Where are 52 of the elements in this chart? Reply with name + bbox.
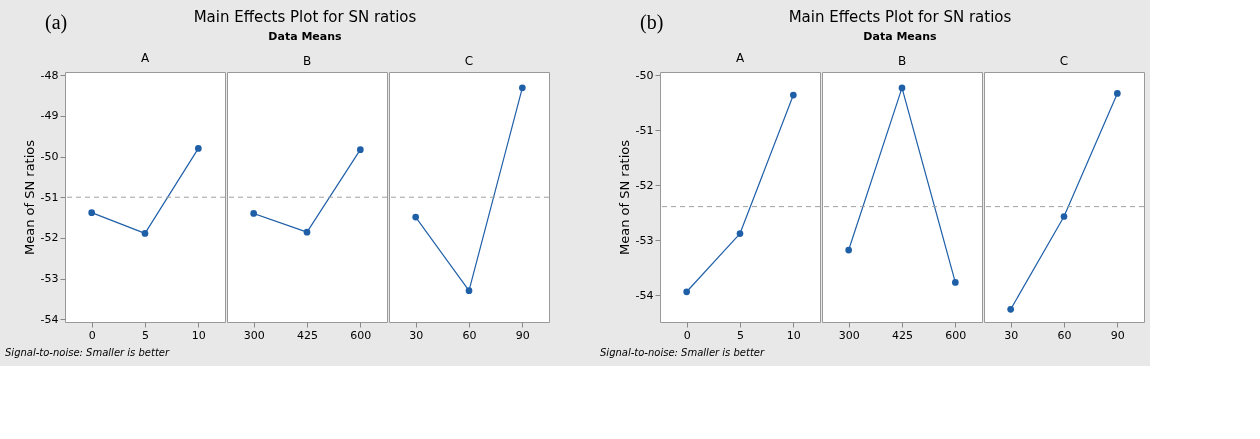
chart-title: A — [735, 51, 745, 66]
y-tick-label: -51 — [635, 123, 654, 137]
x-tick-label: 30 — [409, 328, 424, 342]
text: Signal-to-noise: Smaller is better — [600, 347, 765, 358]
x-tick-label: 5 — [737, 328, 744, 342]
x-tick-label: 0 — [683, 328, 691, 342]
y-tick-label: -50 — [635, 68, 654, 82]
text: Signal-to-noise: Smaller is better — [5, 347, 170, 358]
point — [141, 230, 149, 237]
x-tick-label: 60 — [1057, 328, 1072, 342]
y-tick-label: -54 — [40, 312, 59, 326]
x-tick-label: 425 — [297, 328, 318, 342]
point — [194, 145, 202, 152]
x-tick-label: 300 — [838, 328, 860, 342]
x-tick-label: 0 — [88, 328, 96, 342]
x-tick-label: 90 — [1110, 328, 1125, 342]
x-tick-label: 425 — [892, 328, 913, 342]
point — [736, 230, 744, 237]
x-tick-label: 90 — [515, 328, 530, 342]
text: Main Effects Plot for SN ratios — [193, 8, 417, 26]
y-tick-label: -53 — [40, 272, 59, 285]
x-tick-label: 60 — [462, 328, 477, 342]
x-tick-label: 10 — [191, 328, 206, 342]
chart-title: B — [897, 54, 907, 68]
y-tick-label: -52 — [635, 178, 654, 192]
chart-title: A — [140, 51, 150, 66]
chart-title: B — [302, 54, 312, 68]
text: Data Means — [863, 30, 938, 43]
y-tick-label: -54 — [635, 288, 654, 302]
y-axis-title: Mean of SN ratios — [616, 139, 632, 256]
text: Main Effects Plot for SN ratios — [788, 8, 1012, 26]
point — [88, 209, 96, 216]
y-tick-label: -51 — [40, 190, 59, 204]
chart-title: C — [464, 54, 474, 68]
text: Data Means — [268, 30, 343, 43]
chart-title: C — [1059, 54, 1069, 68]
y-tick-label: -49 — [40, 109, 59, 123]
text: (a) — [45, 11, 68, 34]
y-tick-label: -50 — [40, 150, 59, 164]
point — [683, 288, 691, 296]
point — [789, 91, 797, 99]
text: (b) — [640, 11, 664, 34]
x-tick-label: 300 — [243, 328, 265, 342]
x-tick-label: 30 — [1004, 328, 1019, 342]
x-tick-label: 600 — [945, 328, 967, 342]
y-axis-title: Mean of SN ratios — [21, 139, 37, 256]
y-tick-label: -53 — [635, 233, 654, 247]
x-tick-label: 5 — [142, 328, 149, 342]
y-tick-label: -52 — [40, 231, 59, 245]
y-tick-label: -48 — [40, 68, 59, 82]
x-tick-label: 10 — [786, 328, 801, 342]
x-tick-label: 600 — [350, 328, 372, 342]
